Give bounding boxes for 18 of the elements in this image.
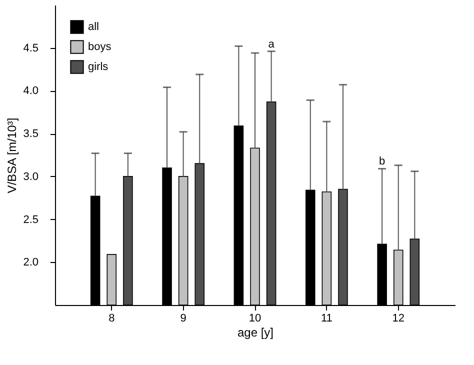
legend-label: all	[88, 21, 100, 33]
y-tick-label: 3.0	[23, 170, 38, 183]
y-tick-label: 2.5	[23, 214, 38, 226]
x-tick-label: 10	[248, 312, 262, 324]
x-axis-title: age [y]	[237, 326, 274, 340]
y-tick-label: 4.0	[23, 85, 38, 98]
annotation: a	[268, 38, 276, 50]
y-tick-label: 2.0	[23, 256, 38, 269]
annotation: b	[379, 156, 386, 168]
legend-label: boys	[88, 41, 112, 53]
y-tick-label: 4.5	[23, 42, 38, 54]
x-tick-label: 8	[108, 312, 115, 324]
y-axis-title: V/BSA [m/10³]	[5, 118, 20, 194]
x-tick-label: 12	[392, 312, 404, 324]
x-tick-label: 11	[320, 312, 332, 324]
y-tick-label: 3.5	[23, 128, 38, 140]
x-tick-label: 9	[180, 312, 186, 324]
legend-label: girls	[88, 61, 109, 73]
